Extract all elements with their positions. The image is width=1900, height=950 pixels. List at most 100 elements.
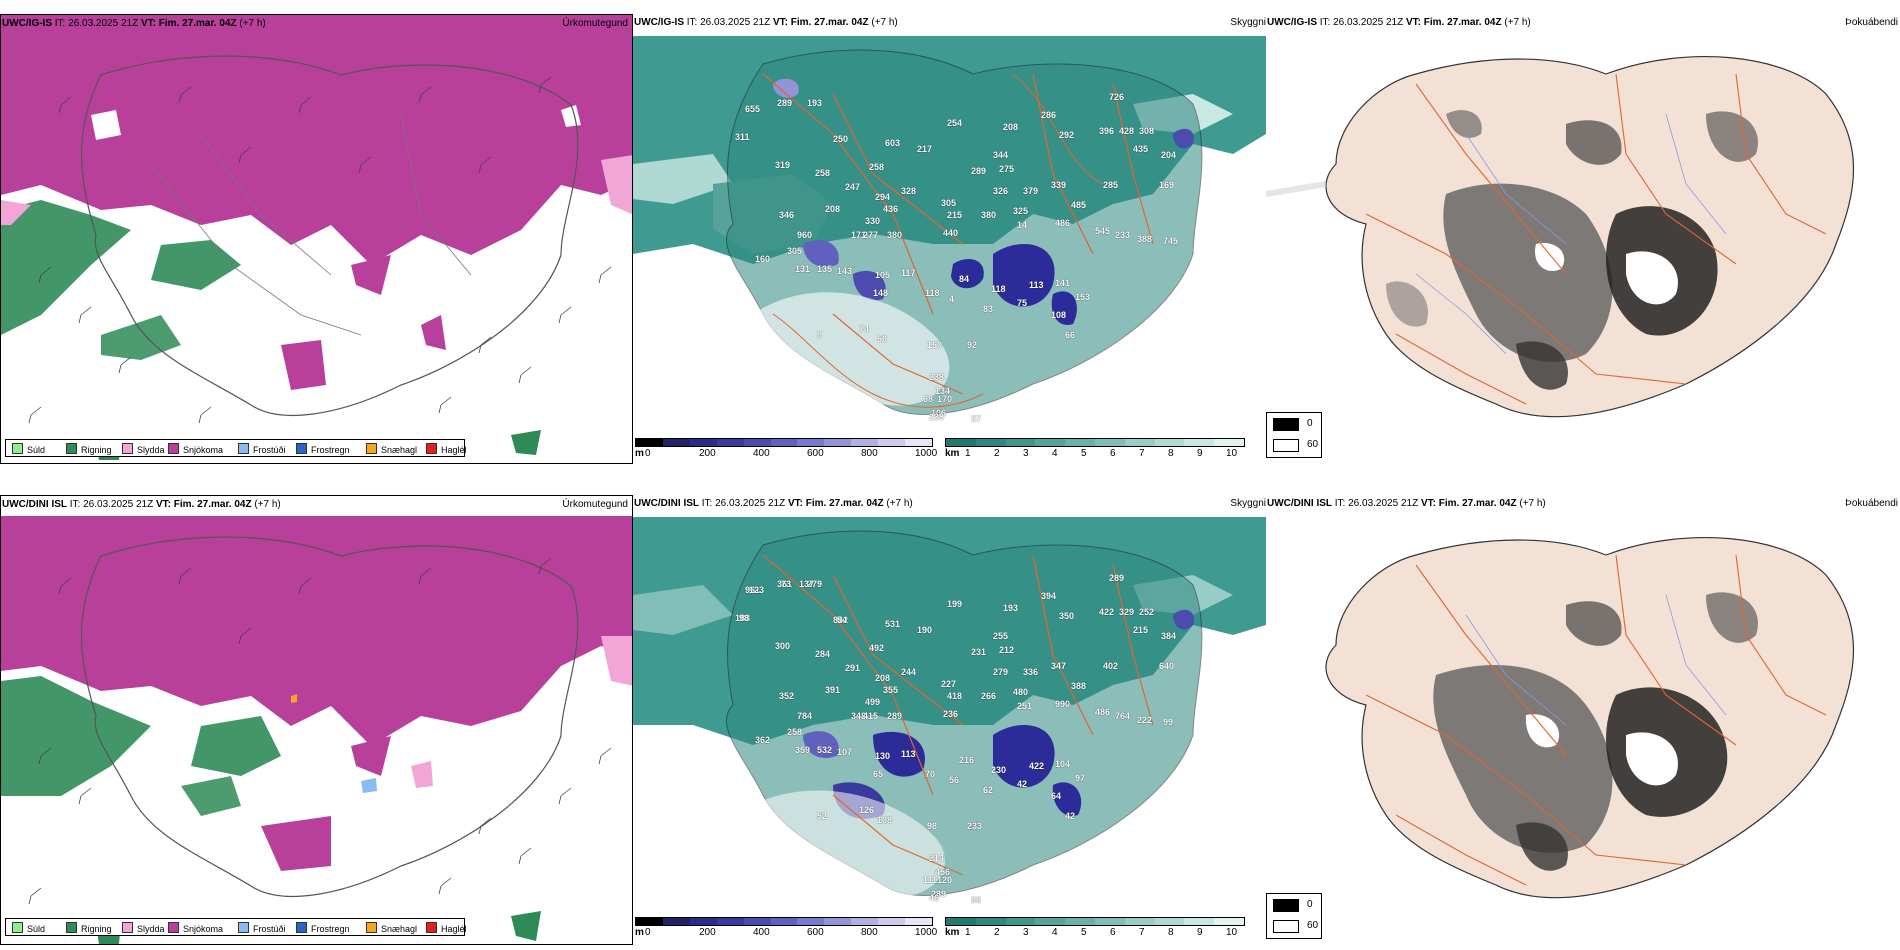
legend-item: Frostregn (296, 922, 350, 934)
colorbar-step (946, 918, 976, 925)
legend-label: Snjókoma (183, 445, 224, 455)
ceiling-value-label: 456 (935, 867, 951, 877)
colorbar-step (797, 918, 825, 925)
ceiling-value-label: 418 (947, 691, 963, 701)
ceiling-value-label: 388 (1137, 234, 1153, 244)
ceiling-value-label: 215 (1133, 625, 1149, 635)
it-label: IT: (686, 17, 698, 28)
legend-item: Frostregn (296, 443, 350, 455)
ceiling-tick-label: 0 (645, 448, 651, 459)
ceiling-value-label: 396 (1099, 126, 1115, 136)
ceiling-value-label: 135 (817, 264, 833, 274)
ceiling-value-label: 141 (1055, 278, 1071, 288)
ceiling-colorbar-swatches (635, 917, 933, 926)
ceiling-value-label: 415 (863, 711, 879, 721)
legend-label: Frostúði (253, 924, 286, 934)
colorbar-step (851, 918, 879, 925)
ceiling-value-label: 486 (1055, 218, 1071, 228)
ceiling-value-label: 258 (787, 727, 803, 737)
panel-title-fog-1: UWC/IG-IS IT: 26.03.2025 21Z VT: Fim. 27… (1267, 17, 1531, 28)
visibility-tick-label: 8 (1168, 448, 1174, 459)
colorbar-step (905, 439, 932, 446)
ceiling-value-label: 329 (1119, 607, 1135, 617)
vt-label: VT: (140, 18, 156, 29)
lead-time: (+7 h) (1519, 498, 1546, 509)
legend-swatch (366, 922, 377, 933)
ceiling-value-label: 284 (815, 649, 831, 659)
ceiling-value-label: 359 (795, 745, 811, 755)
legend-label: Rigning (81, 445, 112, 455)
ceiling-value-label: 394 (1041, 591, 1057, 601)
visibility-tick-label: 5 (1081, 448, 1087, 459)
panel-title-fog-2: UWC/DINI ISL IT: 26.03.2025 21Z VT: Fim.… (1267, 498, 1546, 509)
colorbar-step (770, 918, 798, 925)
it-value: 26.03.2025 21Z (83, 499, 154, 510)
ceiling-value-label: 50 (877, 334, 888, 344)
ceiling-tick-label: 800 (861, 927, 878, 938)
ceiling-value-label: 655 (745, 104, 761, 114)
ceiling-value-label: 83 (983, 304, 994, 314)
ceiling-unit: m (635, 448, 644, 459)
ceiling-value-label: 422 (1029, 761, 1045, 771)
ceiling-value-label: 330 (865, 216, 881, 226)
colorbar-step (975, 918, 1006, 925)
ceiling-value-label: 961 (745, 585, 761, 595)
legend-item: Haglél (426, 443, 467, 455)
vt-label: VT: (155, 499, 171, 510)
colorbar-step (1184, 918, 1215, 925)
ceiling-value-label: 247 (845, 182, 861, 192)
colorbar-step (716, 918, 744, 925)
ceiling-value-label: 305 (787, 246, 803, 256)
ceiling-value-label: 113 (1029, 280, 1044, 290)
colorbar-step (1065, 918, 1095, 925)
vt-value: Fim. 27.mar. 04Z (173, 499, 252, 510)
ceiling-value-label: 279 (807, 579, 823, 589)
ceiling-value-label: 215 (947, 210, 963, 220)
legend-label: Snæhagl (381, 924, 418, 934)
panel-type-label: Úrkomutegund (562, 18, 628, 29)
ceiling-value-label: 233 (1115, 230, 1131, 240)
ceiling-tick-label: 1000 (915, 448, 938, 459)
colorbar-step (1154, 918, 1185, 925)
ceiling-value-label: 485 (1071, 200, 1087, 210)
legend-swatch (122, 443, 133, 454)
ceiling-value-label: 131 (795, 264, 811, 274)
ceiling-value-label: 348 (851, 711, 867, 721)
visibility-tick-label: 4 (1052, 448, 1058, 459)
ceiling-value-label: 199 (947, 599, 963, 609)
legend-label: Haglél (441, 924, 467, 934)
ceiling-value-label: 123 (749, 585, 765, 595)
legend-label: Snæhagl (381, 445, 418, 455)
ceiling-value-label: 98 (927, 821, 938, 831)
model-name: UWC/IG-IS (634, 17, 684, 28)
ceiling-value-label: 251 (1017, 701, 1033, 711)
ceiling-value-label: 214 (929, 853, 945, 863)
legend-label: Slydda (137, 924, 165, 934)
ceiling-value-label: 960 (797, 230, 813, 240)
legend-item: Rigning (66, 922, 112, 934)
ceiling-value-label: 311 (735, 132, 750, 142)
colorbar-step (1124, 439, 1155, 446)
ceiling-value-label: 92 (967, 340, 978, 350)
ceiling-value-label: 336 (1023, 667, 1039, 677)
ceiling-value-label: 212 (999, 645, 1015, 655)
ceiling-value-label: 300 (775, 641, 791, 651)
fog-legend-swatch (1273, 899, 1299, 912)
ceiling-value-label: 402 (1103, 661, 1119, 671)
ceiling-colorbar-swatches (635, 438, 933, 447)
ceiling-value-label: 217 (917, 144, 933, 154)
ceiling-value-label: 361 (777, 579, 793, 589)
ceiling-value-label: 108 (1051, 310, 1067, 320)
ceiling-tick-label: 200 (699, 927, 716, 938)
ceiling-value-label: 266 (981, 691, 997, 701)
visibility-tick-label: 1 (965, 927, 971, 938)
visibility-tick-label: 7 (1139, 927, 1145, 938)
colorbar-step (1035, 439, 1066, 446)
ceiling-value-label: 84 (959, 274, 970, 284)
colorbar-step (824, 439, 852, 446)
fog-legend-swatch (1273, 439, 1299, 452)
legend-label: Frostregn (311, 445, 350, 455)
ceiling-value-label: 286 (1041, 110, 1057, 120)
ceiling-value-label: 305 (941, 198, 957, 208)
legend-swatch (12, 922, 23, 933)
